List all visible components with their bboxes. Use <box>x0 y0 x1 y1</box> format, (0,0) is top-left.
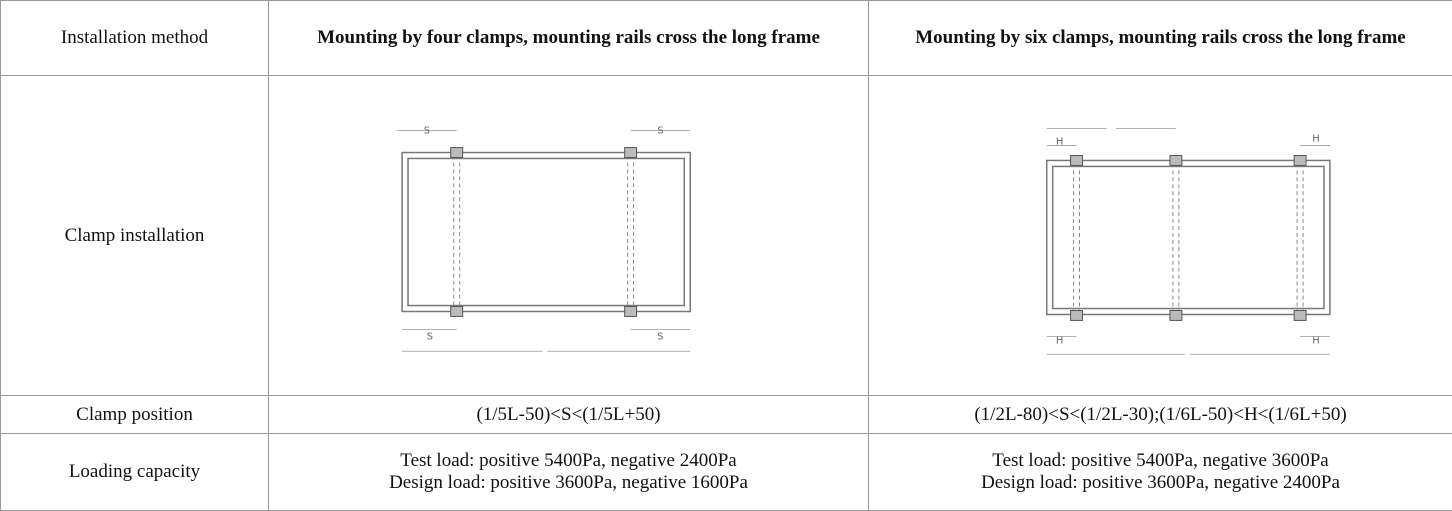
cell: Test load: positive 5400Pa, negative 360… <box>869 434 1452 511</box>
six-clamp-diagram: S H H H H L <box>870 76 1452 389</box>
cell: Clamp position <box>1 396 269 434</box>
clamp <box>450 307 462 317</box>
clamp <box>1294 311 1306 321</box>
row: Clamp installation S S S S L <box>1 76 1452 396</box>
cell: Test load: positive 5400Pa, negative 240… <box>269 434 869 511</box>
cell-line: Test load: positive 5400Pa, negative 360… <box>869 450 1452 472</box>
header-cell: Installation method <box>1 1 269 76</box>
module-inner <box>1052 166 1323 308</box>
cell: Clamp installation <box>1 76 269 396</box>
diagram-cell: S S S S L <box>269 76 869 396</box>
row: Clamp position (1/5L-50)<S<(1/5L+50) (1/… <box>1 396 1452 434</box>
dim-label: L <box>1186 350 1192 361</box>
clamp <box>1169 155 1181 165</box>
dim-label: S <box>423 126 429 137</box>
cell: (1/2L-80)<S<(1/2L-30);(1/6L-50)<H<(1/6L+… <box>869 396 1452 434</box>
cell: (1/5L-50)<S<(1/5L+50) <box>269 396 869 434</box>
header-row: Installation method Mounting by four cla… <box>1 1 1452 76</box>
dim-label: H <box>1312 134 1319 145</box>
dim-label: S <box>426 331 432 342</box>
dim-label: S <box>657 331 663 342</box>
cell-line: Design load: positive 3600Pa, negative 1… <box>269 472 868 494</box>
four-clamp-diagram: S S S S L <box>270 76 868 389</box>
cell: Loading capacity <box>1 434 269 511</box>
dim-label: L <box>543 347 549 358</box>
header-cell: Mounting by four clamps, mounting rails … <box>269 1 869 76</box>
dim-label: S <box>1108 124 1114 135</box>
diagram-cell: S H H H H L <box>869 76 1452 396</box>
dim-label: H <box>1055 137 1062 148</box>
dim-label: S <box>657 126 663 137</box>
clamp <box>1070 311 1082 321</box>
clamp <box>450 148 462 158</box>
clamp <box>624 307 636 317</box>
row: Loading capacity Test load: positive 540… <box>1 434 1452 511</box>
cell-line: Test load: positive 5400Pa, negative 240… <box>269 450 868 472</box>
module-inner <box>408 158 684 305</box>
clamp <box>1294 155 1306 165</box>
module-frame <box>402 153 690 312</box>
header-cell: Mounting by six clamps, mounting rails c… <box>869 1 1452 76</box>
dim-label: H <box>1312 335 1319 346</box>
clamp <box>624 148 636 158</box>
clamp <box>1169 311 1181 321</box>
module-frame <box>1046 160 1329 314</box>
cell-line: Design load: positive 3600Pa, negative 2… <box>869 472 1452 494</box>
clamp <box>1070 155 1082 165</box>
dim-label: H <box>1055 335 1062 346</box>
